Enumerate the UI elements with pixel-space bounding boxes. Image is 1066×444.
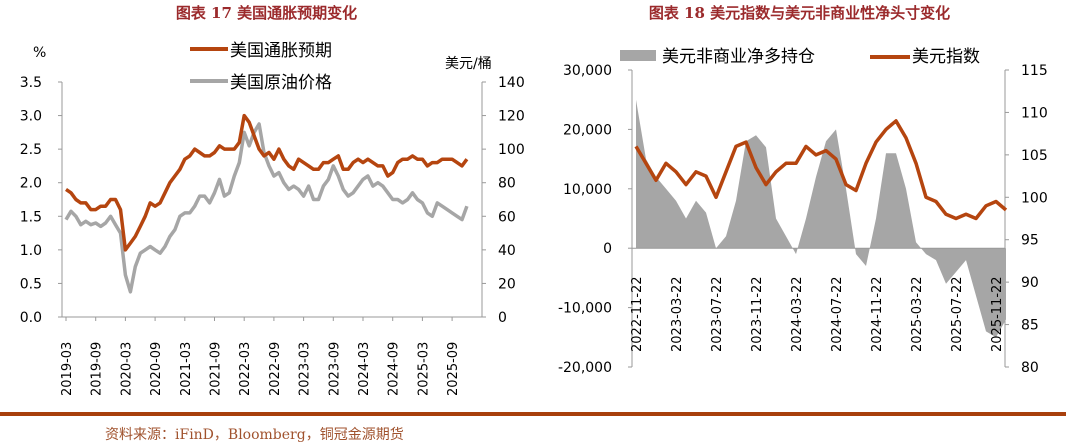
chart1-title: 图表 17 美国通胀预期变化: [175, 4, 358, 22]
chart2-right-tick-label: 95: [1021, 233, 1039, 249]
chart1-x-tick-label: 2020-09: [149, 342, 164, 396]
chart2-x-tick-label: 2023-07-22: [710, 276, 725, 352]
chart1-right-tick-label: 0: [498, 310, 507, 326]
chart1-x-tick-label: 2021-09: [209, 342, 224, 396]
chart1-left-tick-label: 3.0: [20, 109, 42, 125]
chart1-right-tick-label: 100: [498, 142, 525, 158]
chart1-x-tick-label: 2024-03: [357, 342, 372, 396]
chart1-legend-label: 美国原油价格: [230, 73, 332, 93]
chart2-left-tick-label: 10,000: [563, 182, 612, 198]
chart1-x-tick-label: 2019-03: [60, 342, 75, 396]
chart2-left-tick-label: 20,000: [563, 122, 612, 138]
chart2-left-tick-label: -10,000: [558, 301, 612, 317]
chart2-right-tick-label: 115: [1021, 63, 1048, 79]
chart2-x-tick-label: 2024-03-22: [790, 276, 805, 352]
chart1-x-tick-label: 2023-09: [327, 342, 342, 396]
inflation-expectation-line: [65, 113, 469, 252]
chart1-legend-label: 美国通胀预期: [230, 41, 332, 61]
chart1-right-tick-label: 80: [498, 176, 516, 192]
chart1-x-tick-label: 2025-09: [446, 342, 461, 396]
chart1-left-tick-label: 0.5: [20, 276, 42, 292]
chart1-left-unit: %: [33, 45, 46, 61]
crude-oil-price-line: [64, 122, 469, 294]
chart2-x-tick-label: 2024-11-22: [870, 276, 885, 352]
chart2-right-tick-label: 110: [1021, 105, 1048, 121]
chart1-right-tick-label: 60: [498, 209, 516, 225]
chart2-legend-swatch-area: [620, 50, 656, 61]
chart1-x-tick-label: 2020-03: [119, 342, 134, 396]
chart1-left-tick-label: 1.0: [20, 243, 42, 259]
chart1-right-tick-label: 40: [498, 243, 516, 259]
chart2-right-tick-label: 85: [1021, 318, 1039, 334]
chart1-left-tick-label: 2.5: [20, 142, 42, 158]
chart2-title: 图表 18 美元指数与美元非商业性净头寸变化: [648, 4, 951, 22]
chart2-x-tick-label: 2023-11-22: [750, 276, 765, 352]
chart1-x-tick-label: 2023-03: [298, 342, 313, 396]
chart1-left-tick-label: 1.5: [20, 209, 42, 225]
chart1-left-tick-label: 3.5: [20, 75, 42, 91]
source-note: 资料来源：iFinD，Bloomberg，铜冠金源期货: [105, 427, 404, 443]
chart2-x-tick-label: 2023-03-22: [670, 276, 685, 352]
chart2-x-tick-label: 2022-11-22: [630, 276, 645, 352]
chart2-right-tick-label: 90: [1021, 275, 1039, 291]
chart2-x-tick-label: 2024-07-22: [830, 276, 845, 352]
chart1-x-tick-label: 2025-03: [416, 342, 431, 396]
chart1-right-tick-label: 120: [498, 109, 525, 125]
footer-divider: [0, 412, 1066, 416]
chart1-right-tick-label: 140: [498, 75, 525, 91]
chart1-left-tick-label: 2.0: [20, 176, 42, 192]
chart1-x-tick-label: 2024-09: [387, 342, 402, 396]
chart1-right-tick-label: 20: [498, 276, 516, 292]
chart2-left-tick-label: 0: [603, 241, 612, 257]
chart1-right-unit: 美元/桶: [445, 56, 492, 72]
chart1-x-tick-label: 2022-09: [268, 342, 283, 396]
chart1-x-tick-label: 2019-09: [90, 342, 105, 396]
chart1-left-tick-label: 0.0: [20, 310, 42, 326]
chart2-right-tick-label: 100: [1021, 190, 1048, 206]
chart2-left-tick-label: 30,000: [563, 63, 612, 79]
chart2-left-tick-label: -20,000: [558, 360, 612, 376]
chart2-legend-label: 美元指数: [912, 47, 980, 67]
chart1-x-tick-label: 2022-03: [238, 342, 253, 396]
chart2-x-tick-label: 2025-03-22: [910, 276, 925, 352]
net-long-position-area: [636, 99, 1006, 338]
chart2-x-tick-label: 2025-07-22: [950, 276, 965, 352]
chart2-legend-label: 美元非商业净多持仓: [662, 47, 815, 67]
chart2-right-tick-label: 105: [1021, 148, 1048, 164]
chart1-x-tick-label: 2021-03: [179, 342, 194, 396]
chart2-x-tick-label: 2025-11-22: [990, 276, 1005, 352]
dollar-index-line: [634, 119, 1008, 221]
chart2-right-tick-label: 80: [1021, 360, 1039, 376]
